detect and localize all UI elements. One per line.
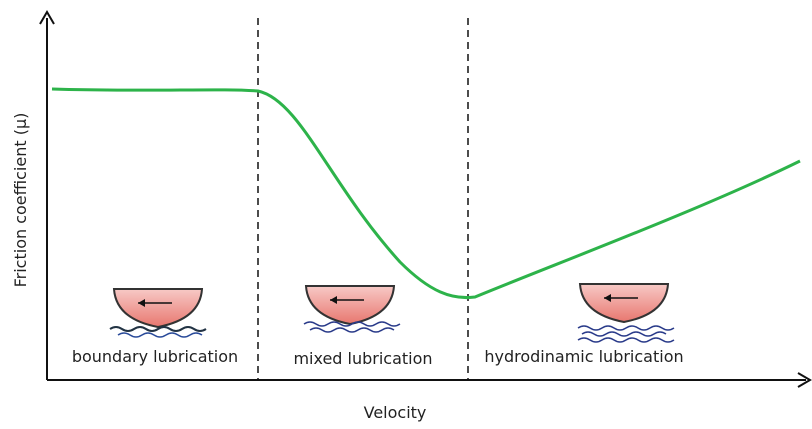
region-label: hydrodinamic lubrication <box>484 347 683 366</box>
hydrodynamic-icon <box>578 284 674 342</box>
region-label: mixed lubrication <box>293 349 432 368</box>
x-axis-label: Velocity <box>364 403 427 422</box>
boundary-icon <box>110 289 206 337</box>
y-axis-label: Friction coefficient (μ) <box>11 113 30 288</box>
mixed-icon <box>304 286 400 332</box>
stribeck-curve <box>52 89 800 298</box>
diagram: boundary lubrication mixed lubrication h… <box>0 0 812 429</box>
region-label: boundary lubrication <box>72 347 238 366</box>
